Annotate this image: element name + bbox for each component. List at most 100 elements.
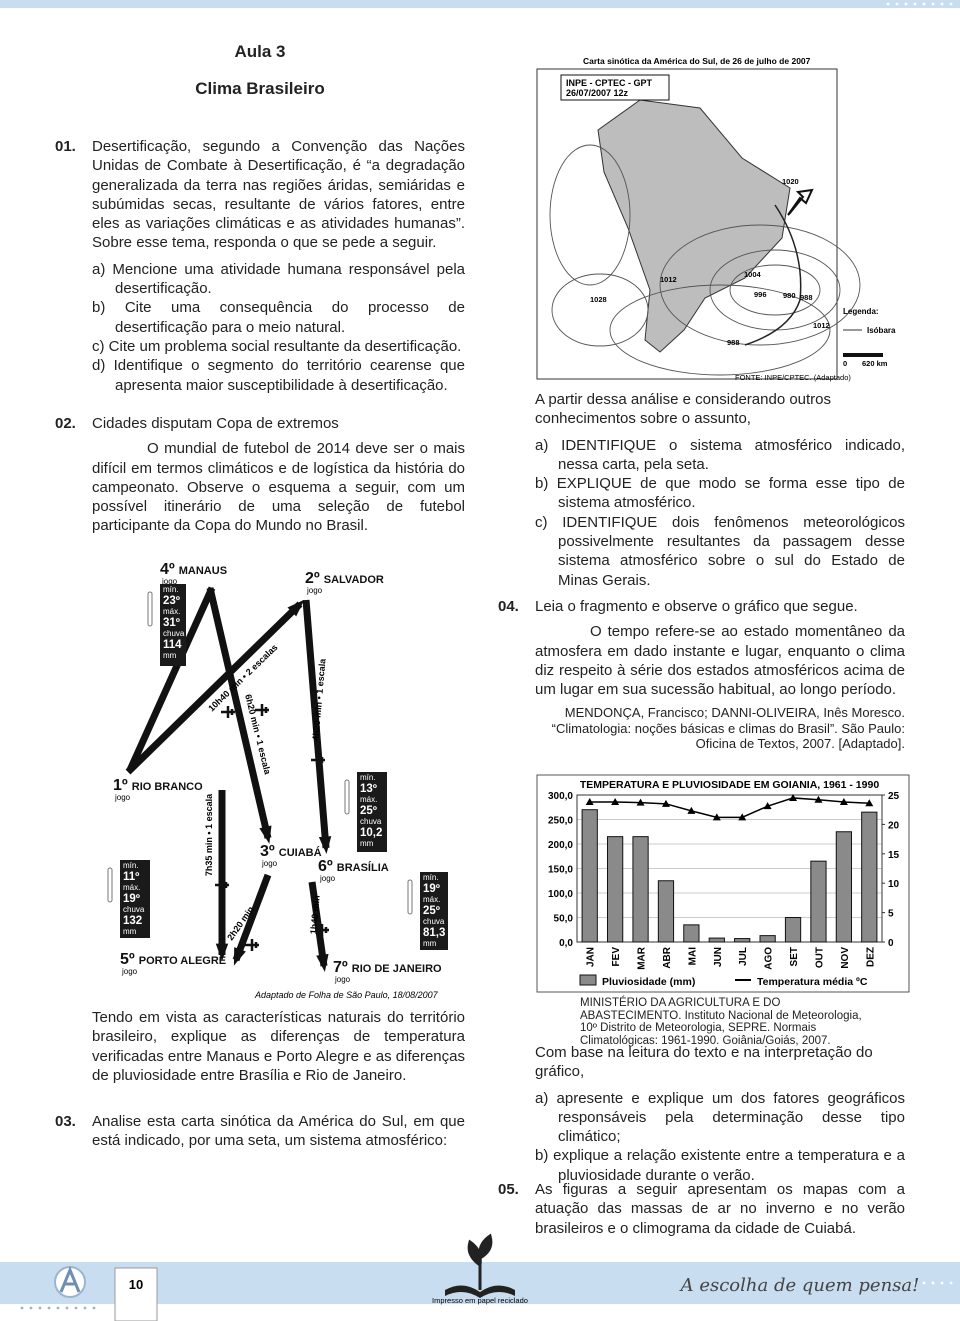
city-name: SALVADOR (324, 574, 384, 586)
route-line (302, 599, 330, 849)
route-line (206, 587, 272, 839)
weather-label: chuva (360, 817, 382, 826)
y2-tick-label: 20 (888, 820, 900, 831)
scale-bar (843, 353, 883, 357)
city-label: 5º PORTO ALEGRE (120, 951, 226, 968)
route-line (232, 873, 272, 962)
question: 02. Cidades disputam Copa de extremos O … (55, 414, 465, 536)
legend-item: Isóbara (867, 326, 896, 335)
weather-value: 25º (360, 805, 377, 817)
y-tick-label: 0,0 (559, 938, 573, 949)
line-marker (763, 802, 772, 810)
isobar-label: 1004 (744, 270, 762, 279)
city-note: jogo (261, 859, 278, 868)
dot (913, 1281, 917, 1285)
x-tick-label: JUN (713, 947, 724, 967)
dot (931, 1281, 935, 1285)
line-marker (636, 798, 645, 806)
city-name: RIO DE JANEIRO (352, 963, 442, 975)
weather-label: máx. (423, 895, 440, 904)
route-arrowhead (318, 836, 332, 854)
weather-label: máx. (163, 607, 180, 616)
city-label: 1º RIO BRANCO (113, 777, 203, 794)
question-text: Tendo em vista as características natura… (92, 1009, 465, 1084)
city-rank: 1º (113, 777, 128, 794)
route-line (308, 881, 328, 967)
bar (708, 937, 725, 943)
bar (734, 938, 751, 943)
isobar (729, 264, 821, 316)
plane-icon (215, 879, 229, 891)
route-label: 10h40 min • 2 escalas (206, 642, 279, 713)
isobar-label: 980 (783, 291, 796, 300)
dot (931, 2, 935, 6)
line-marker (687, 806, 696, 814)
plane-icon (315, 924, 329, 936)
route-line (125, 601, 303, 775)
question-part: A partir dessa análise e considerando ou… (500, 390, 905, 590)
system-arrow (787, 188, 814, 216)
isobar-label: 988 (727, 338, 740, 347)
list-item: b) explique a relação existente entre a … (535, 1147, 905, 1184)
city-name: RIO BRANCO (132, 781, 203, 793)
chart-title: TEMPERATURA E PLUVIOSIDADE EM GOIANIA, 1… (580, 779, 879, 791)
legend-label: Temperatura média ºC (757, 976, 868, 988)
question-text: Desertificação, segundo a Convenção das … (92, 138, 465, 252)
isobar (551, 273, 649, 347)
x-tick-label: JUL (738, 947, 749, 966)
line-marker (611, 798, 620, 806)
isobar (609, 284, 831, 376)
city-note: jogo (114, 793, 131, 802)
bar (835, 831, 852, 943)
lesson-subject: Clima Brasileiro (195, 79, 325, 98)
question: 01. Desertificação, segundo a Convenção … (55, 137, 465, 395)
city-name: CUIABÁ (279, 846, 322, 859)
bar (784, 917, 802, 943)
weather-box (120, 860, 150, 938)
line-marker (712, 813, 721, 821)
map-source: FONTE: INPE/CPTEC. (Adaptado) (735, 373, 851, 382)
plane-icon (221, 706, 235, 718)
route-arrowhead (316, 953, 329, 972)
x-tick-label: AGO (764, 947, 775, 970)
city-rank: 5º (120, 951, 135, 968)
list-item: b) EXPLIQUE de que modo se forma esse ti… (535, 475, 905, 512)
plant-icon (467, 1233, 493, 1290)
weather-box (357, 772, 387, 852)
slogan: A escolha de quem pensa! (679, 1275, 920, 1296)
question: 03. Analise esta carta sinótica da Améri… (55, 1112, 465, 1151)
x-tick-label: JAN (586, 947, 597, 967)
weather-value: 23º (163, 595, 180, 607)
chart-source: MINISTÉRIO DA AGRICULTURA E DO ABASTECIM… (580, 997, 862, 1047)
city-name: PORTO ALEGRE (139, 955, 226, 967)
scale-label: 620 km (862, 359, 888, 368)
weather-label: chuva (423, 917, 445, 926)
weather-value: 13º (360, 783, 377, 795)
dot (904, 2, 908, 6)
route-line (126, 586, 216, 772)
city-rank: 2º (305, 570, 320, 587)
bar (581, 809, 598, 943)
bar (759, 935, 776, 943)
city-name: MANAUS (179, 565, 227, 577)
isobar-label: 988 (800, 293, 813, 302)
dot (47, 1306, 51, 1310)
logo-mark (59, 1266, 81, 1293)
continent (597, 99, 791, 353)
route-label: 1h40 min (308, 895, 321, 935)
city-rank: 7º (333, 959, 348, 976)
map-stamp (560, 74, 670, 101)
question-text: A partir dessa análise e considerando ou… (535, 391, 832, 428)
plane-icon (245, 939, 259, 951)
y-tick-label: 300,0 (548, 791, 573, 802)
weather-label: mm (123, 927, 137, 936)
weather-label: mín. (360, 773, 376, 782)
y-tick-label: 150,0 (548, 865, 573, 876)
weather-label: máx. (360, 795, 377, 804)
dot (83, 1306, 87, 1310)
city-label: 2º SALVADOR (305, 570, 384, 587)
city-rank: 4º (160, 561, 175, 578)
dot (940, 1281, 944, 1285)
dot (65, 1306, 69, 1310)
line-marker (585, 798, 594, 806)
